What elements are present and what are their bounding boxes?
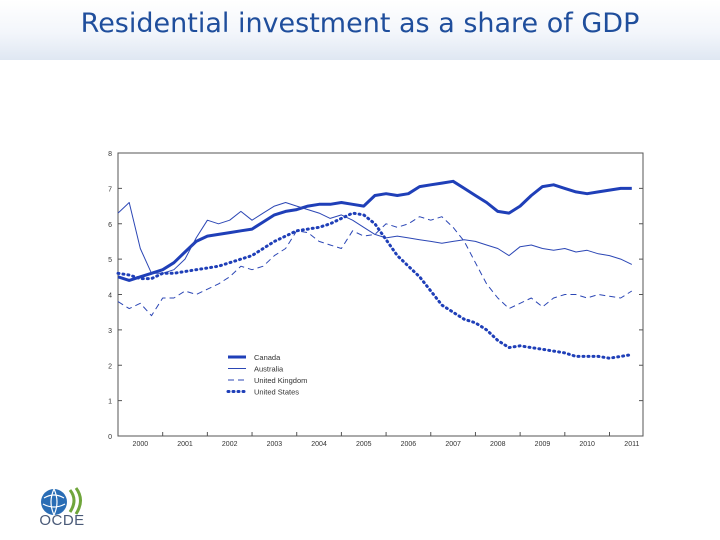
y-tick-label: 7 — [108, 186, 112, 193]
y-tick-label: 6 — [108, 222, 112, 229]
legend-label: United States — [254, 388, 299, 397]
y-tick-label: 2 — [108, 363, 112, 370]
legend-label: United Kingdom — [254, 376, 307, 385]
y-tick-label: 8 — [108, 151, 112, 158]
series-line-united-kingdom — [117, 216, 633, 317]
y-tick-label: 3 — [108, 328, 112, 335]
x-tick-label: 2005 — [356, 441, 372, 448]
x-tick-label: 2010 — [579, 441, 595, 448]
page-title: Residential investment as a share of GDP — [80, 8, 640, 39]
y-tick-label: 1 — [108, 399, 112, 406]
x-tick-label: 2009 — [535, 441, 551, 448]
logo-text: OCDE — [39, 512, 85, 529]
x-tick-label: 2003 — [267, 441, 283, 448]
x-tick-label: 2000 — [133, 441, 149, 448]
series-line-australia — [117, 202, 633, 274]
title-band — [0, 0, 720, 60]
y-tick-label: 4 — [108, 293, 112, 300]
y-tick-label: 5 — [108, 257, 112, 264]
oecd-logo-icon — [41, 487, 82, 516]
y-tick-label: 0 — [108, 434, 112, 441]
x-tick-label: 2001 — [177, 441, 193, 448]
x-tick-label: 2011 — [624, 441, 639, 448]
legend-label: Canada — [254, 353, 281, 362]
x-tick-label: 2008 — [490, 441, 506, 448]
legend-label: Australia — [254, 365, 284, 374]
x-tick-label: 2007 — [445, 441, 461, 448]
x-tick-label: 2004 — [311, 441, 327, 448]
series-line-united-states — [116, 211, 634, 360]
plot-frame — [117, 152, 644, 437]
x-tick-label: 2006 — [401, 441, 417, 448]
series-line-canada — [117, 179, 632, 282]
x-tick-label: 2002 — [222, 441, 238, 448]
